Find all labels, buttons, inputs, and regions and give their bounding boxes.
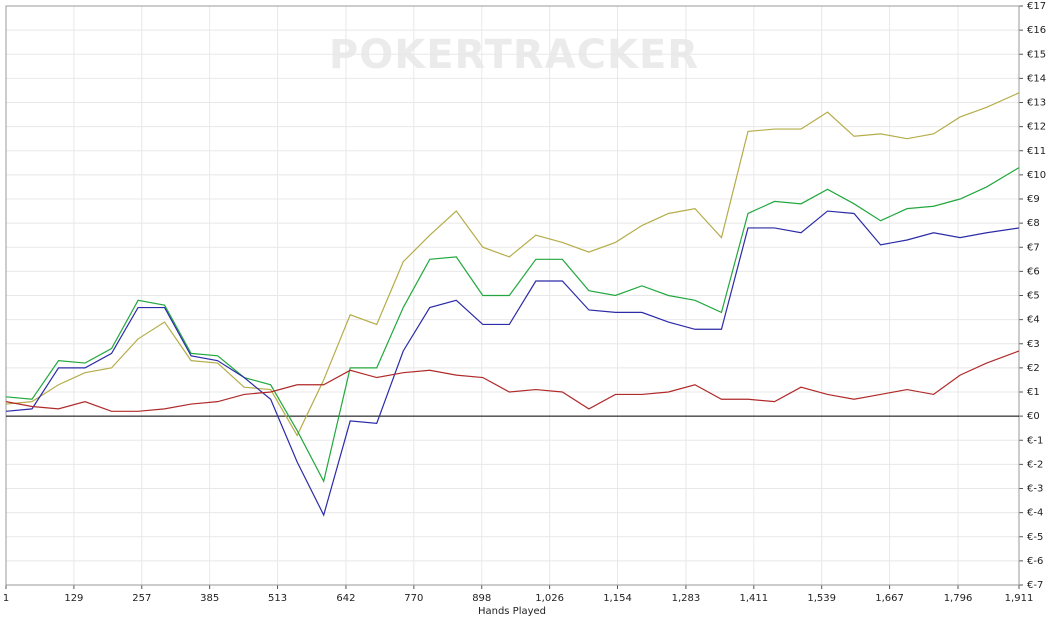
- x-tick-label: 1,911: [1005, 593, 1034, 604]
- y-tick-label: €1: [1027, 387, 1040, 398]
- x-tick-label: 1,283: [672, 593, 701, 604]
- y-tick-label: €0: [1027, 411, 1040, 422]
- series-line: [5, 92, 1020, 437]
- y-tick-label: €12: [1027, 122, 1046, 133]
- watermark: POKERTRACKER: [329, 32, 699, 78]
- x-tick-label: 513: [268, 593, 287, 604]
- y-tick-label: €-7: [1027, 580, 1043, 591]
- x-tick-label: 1: [3, 593, 9, 604]
- x-tick-label: 898: [472, 593, 491, 604]
- x-tick-label: 1,411: [739, 593, 768, 604]
- y-tick-label: €16: [1027, 25, 1046, 36]
- x-tick-label: 1,796: [944, 593, 973, 604]
- y-tick-label: €-5: [1027, 532, 1043, 543]
- y-tick-label: €-2: [1027, 459, 1043, 470]
- plot-frame: [5, 5, 1020, 586]
- y-tick-label: €5: [1027, 291, 1040, 302]
- y-tick-label: €-1: [1027, 435, 1043, 446]
- series-line: [5, 167, 1020, 483]
- y-tick-label: €-4: [1027, 508, 1043, 519]
- y-tick-label: €9: [1027, 194, 1040, 205]
- series-line: [5, 350, 1020, 412]
- y-tick-label: €17: [1027, 1, 1046, 12]
- x-axis-label: Hands Played: [478, 606, 546, 617]
- y-tick-label: €3: [1027, 339, 1040, 350]
- x-tick-label: 642: [336, 593, 355, 604]
- y-tick-label: €13: [1027, 98, 1046, 109]
- y-tick-label: €7: [1027, 242, 1040, 253]
- x-tick-label: 129: [64, 593, 83, 604]
- y-tick-label: €-6: [1027, 556, 1043, 567]
- y-tick-label: €11: [1027, 146, 1046, 157]
- y-tick-label: €15: [1027, 49, 1046, 60]
- y-tick-label: €10: [1027, 170, 1046, 181]
- y-tick-label: €14: [1027, 73, 1046, 84]
- x-tick-label: 385: [200, 593, 219, 604]
- y-tick-label: €-3: [1027, 484, 1043, 495]
- x-tick-label: 1,026: [535, 593, 564, 604]
- x-tick-label: 257: [132, 593, 151, 604]
- x-tick-label: 770: [404, 593, 423, 604]
- series-line: [5, 210, 1020, 517]
- y-tick-label: €2: [1027, 363, 1040, 374]
- x-tick-label: 1,667: [875, 593, 904, 604]
- y-tick-label: €8: [1027, 218, 1040, 229]
- x-tick-label: 1,539: [807, 593, 836, 604]
- x-tick-label: 1,154: [603, 593, 632, 604]
- y-tick-label: €4: [1027, 315, 1040, 326]
- y-tick-label: €6: [1027, 266, 1040, 277]
